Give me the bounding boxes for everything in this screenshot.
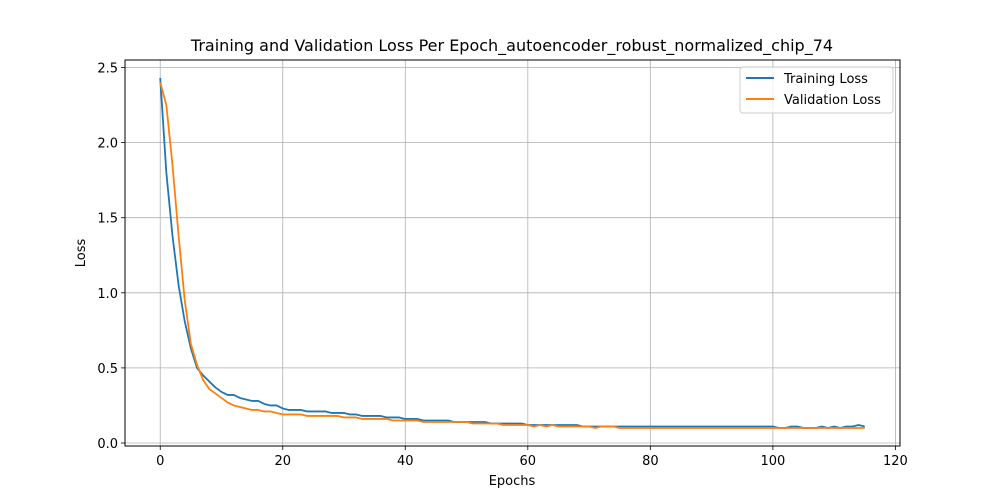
ticks: 0 20 40 60 80 100 120 0.0 0.5 1.0 1.5 2.0 2.5 xyxy=(97,62,908,469)
validation-loss-line xyxy=(159,82,865,429)
y-tick-label: 0.0 xyxy=(97,437,118,452)
x-tick-label: 0 xyxy=(156,454,164,469)
y-axis-label: Loss xyxy=(74,239,89,268)
legend: Training Loss Validation Loss xyxy=(739,66,894,114)
y-tick-label: 2.0 xyxy=(97,137,118,152)
legend-label-validation: Validation Loss xyxy=(784,93,881,108)
x-tick-label: 60 xyxy=(520,454,537,469)
chart-title: Training and Validation Loss Per Epoch_a… xyxy=(190,36,833,56)
y-tick-label: 0.5 xyxy=(97,362,118,377)
x-tick-label: 80 xyxy=(642,454,659,469)
x-tick-label: 120 xyxy=(883,454,908,469)
x-tick-label: 100 xyxy=(760,454,785,469)
x-axis-label: Epochs xyxy=(489,474,536,489)
y-tick-label: 2.5 xyxy=(97,62,118,77)
x-tick-label: 20 xyxy=(274,454,291,469)
series-layer xyxy=(159,77,865,429)
legend-label-training: Training Loss xyxy=(783,72,868,87)
grid xyxy=(125,60,900,446)
training-loss-line xyxy=(159,77,865,429)
plot-frame xyxy=(124,59,901,447)
y-tick-label: 1.5 xyxy=(97,212,118,227)
x-tick-label: 40 xyxy=(397,454,414,469)
legend-box xyxy=(739,66,894,114)
y-tick-label: 1.0 xyxy=(97,287,118,302)
